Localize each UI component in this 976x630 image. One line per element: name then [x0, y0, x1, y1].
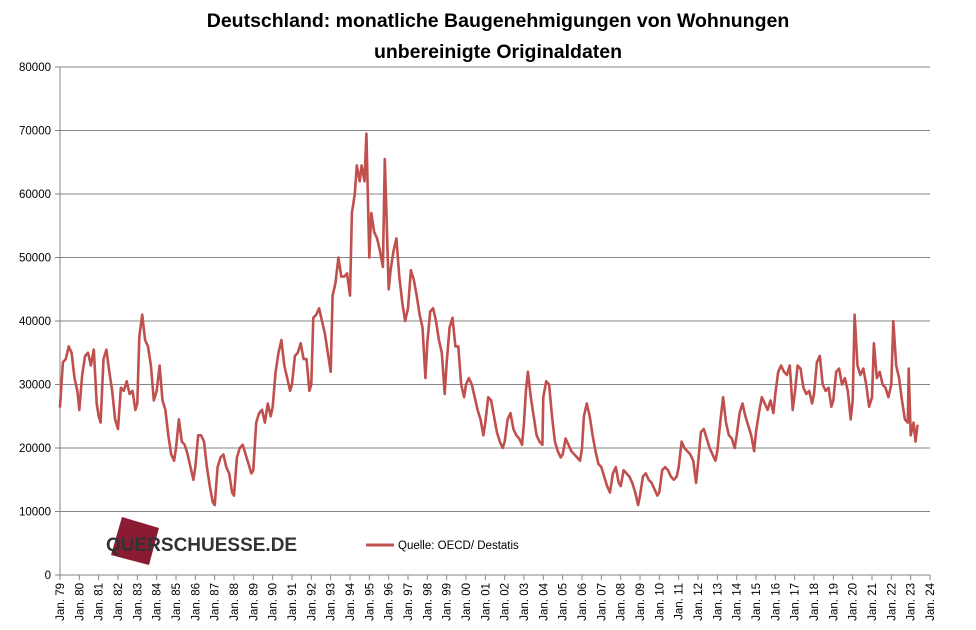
y-tick-label: 30000 — [19, 380, 51, 392]
x-tick-label: Jan. 18 — [809, 583, 821, 621]
x-tick-label: Jan. 91 — [287, 583, 299, 621]
chart-title: Deutschland: monatliche Baugenehmigungen… — [207, 10, 790, 32]
y-tick-label: 10000 — [19, 507, 51, 519]
x-tick-label: Jan. 23 — [906, 583, 918, 621]
x-tick-label: Jan. 81 — [94, 583, 106, 621]
x-tick-label: Jan. 03 — [519, 583, 531, 621]
x-tick-label: Jan. 98 — [422, 583, 434, 621]
x-tick-label: Jan. 05 — [558, 583, 570, 621]
querschuesse-logo: QUERSCHUESSE.DE — [106, 517, 297, 565]
axes — [59, 67, 930, 576]
x-tick-label: Jan. 86 — [190, 583, 202, 621]
x-tick-label: Jan. 14 — [732, 582, 744, 620]
x-tick-label: Jan. 92 — [306, 583, 318, 621]
logo-square-icon — [111, 517, 159, 565]
x-tick-label: Jan. 89 — [248, 583, 260, 621]
x-tick-label: Jan. 17 — [790, 583, 802, 621]
x-axis-ticks: Jan. 79 Jan. 80 Jan. 81 Jan. 82 Jan. 83 Jan. … — [55, 575, 937, 621]
x-tick-label: Jan. 12 — [693, 583, 705, 621]
x-tick-label: Jan. 09 — [635, 583, 647, 621]
series-line-0 — [58, 132, 919, 507]
y-tick-label: 0 — [45, 570, 51, 582]
legend-label: Quelle: OECD/ Destatis — [398, 540, 519, 552]
x-tick-label: Jan. 94 — [345, 582, 357, 620]
y-tick-label: 80000 — [19, 62, 51, 74]
x-tick-label: Jan. 04 — [538, 582, 550, 620]
y-tick-label: 40000 — [19, 316, 51, 328]
x-tick-label: Jan. 82 — [113, 583, 125, 621]
x-tick-label: Jan. 10 — [654, 583, 666, 621]
x-tick-label: Jan. 07 — [596, 583, 608, 621]
x-tick-label: Jan. 80 — [74, 583, 86, 621]
series-layer — [58, 132, 919, 507]
x-tick-label: Jan. 19 — [828, 583, 840, 621]
x-tick-label: Jan. 22 — [886, 583, 898, 621]
y-tick-label: 50000 — [19, 253, 51, 265]
x-tick-label: Jan. 99 — [442, 583, 454, 621]
x-tick-label: Jan. 20 — [848, 583, 860, 621]
x-tick-label: Jan. 87 — [210, 583, 222, 621]
x-tick-label: Jan. 16 — [770, 583, 782, 621]
x-tick-label: Jan. 93 — [326, 583, 338, 621]
x-tick-label: Jan. 83 — [132, 583, 144, 621]
y-tick-label: 20000 — [19, 443, 51, 455]
x-tick-label: Jan. 85 — [171, 583, 183, 621]
y-tick-label: 70000 — [19, 126, 51, 138]
x-tick-label: Jan. 96 — [384, 583, 396, 621]
x-tick-label: Jan. 21 — [867, 583, 879, 621]
y-axis-ticks: 0 10000 20000 30000 40000 50000 60000 70000 8000… — [19, 62, 60, 582]
x-tick-label: Jan. 01 — [480, 583, 492, 621]
x-tick-label: Jan. 02 — [500, 583, 512, 621]
x-tick-label: Jan. 15 — [751, 583, 763, 621]
x-tick-label: Jan. 84 — [152, 582, 164, 620]
x-tick-label: Jan. 79 — [55, 583, 67, 621]
x-tick-label: Jan. 95 — [364, 583, 376, 621]
x-tick-label: Jan. 97 — [403, 583, 415, 621]
y-tick-label: 60000 — [19, 189, 51, 201]
x-tick-label: Jan. 06 — [577, 583, 589, 621]
x-tick-label: Jan. 88 — [229, 583, 241, 621]
x-tick-label: Jan. 90 — [268, 583, 280, 621]
logo-text: QUERSCHUESSE.DE — [106, 535, 297, 556]
x-tick-label: Jan. 13 — [712, 583, 724, 621]
x-tick-label: Jan. 00 — [461, 583, 473, 621]
chart-subtitle: unbereinigte Originaldaten — [374, 41, 622, 63]
legend: Quelle: OECD/ Destatis — [366, 540, 519, 552]
x-tick-label: Jan. 24 — [925, 582, 937, 620]
x-tick-label: Jan. 11 — [674, 583, 686, 620]
x-tick-label: Jan. 08 — [616, 583, 628, 621]
